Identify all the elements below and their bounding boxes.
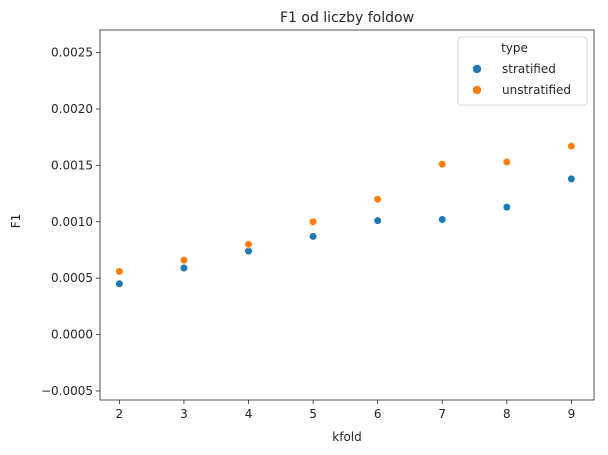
legend-label-unstratified: unstratified: [502, 83, 571, 97]
legend-marker-stratified: [472, 64, 482, 74]
x-axis-label: kfold: [332, 430, 361, 444]
x-tick-label: 2: [116, 407, 124, 421]
x-tick-label: 6: [374, 407, 382, 421]
y-tick-label: 0.0015: [51, 158, 93, 172]
legend-title: type: [501, 41, 528, 55]
y-axis-label: F1: [9, 214, 23, 229]
legend-label-stratified: stratified: [502, 62, 556, 76]
data-point-stratified: [438, 215, 447, 224]
data-point-unstratified: [179, 256, 189, 265]
series-stratified: [115, 174, 576, 288]
x-tick-label: 5: [309, 407, 317, 421]
legend-marker-unstratified: [472, 85, 482, 95]
y-tick-label: 0.0005: [51, 271, 93, 285]
legend: type stratified unstratified: [457, 36, 588, 106]
data-point-unstratified: [115, 267, 124, 276]
data-point-unstratified: [438, 160, 447, 169]
y-axis: −0.0005 0.0000 0.0005 0.0010 0.0015 0.0020 0.0…: [41, 46, 100, 398]
series-unstratified: [115, 142, 576, 276]
data-point-stratified: [115, 279, 124, 288]
y-tick-label: −0.0005: [41, 384, 93, 398]
data-point-stratified: [567, 174, 576, 184]
data-point-unstratified: [567, 142, 576, 151]
plot-area: [99, 29, 595, 401]
y-tick-label: 0.0010: [51, 215, 93, 229]
data-point-stratified: [373, 216, 382, 225]
data-point-unstratified: [373, 195, 382, 204]
x-tick-label: 3: [180, 407, 188, 421]
data-point-stratified: [308, 232, 318, 241]
data-point-stratified: [502, 203, 511, 212]
x-axis: 2 3 4 5 6 7 8 9: [116, 400, 576, 421]
legend-box: [457, 36, 588, 106]
data-point-unstratified: [502, 157, 511, 167]
y-tick-label: 0.0020: [51, 102, 93, 116]
plot-frame: [99, 29, 595, 401]
x-tick-label: 8: [503, 407, 511, 421]
x-tick-label: 9: [568, 407, 576, 421]
y-tick-label: 0.0000: [51, 328, 93, 342]
data-points: [115, 142, 576, 288]
data-point-stratified: [244, 246, 253, 256]
data-point-unstratified: [244, 240, 253, 249]
chart-title: F1 od liczby foldow: [280, 10, 414, 26]
x-tick-label: 7: [438, 407, 446, 421]
y-tick-label: 0.0025: [51, 46, 93, 60]
data-point-stratified: [179, 263, 189, 273]
data-point-unstratified: [308, 217, 318, 226]
x-tick-label: 4: [245, 407, 253, 421]
